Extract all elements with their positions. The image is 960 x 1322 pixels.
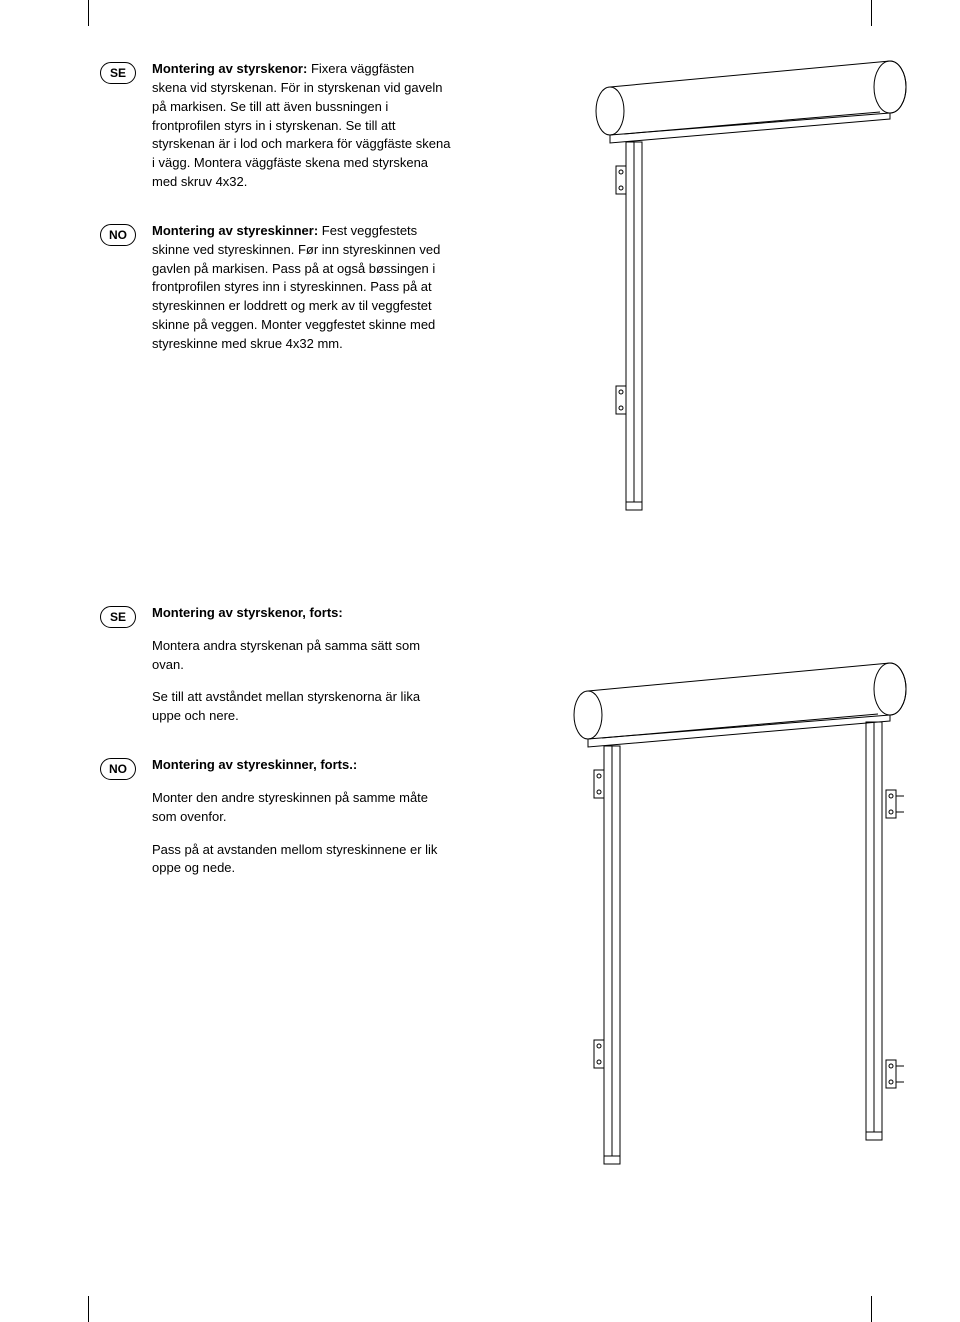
badge-no-2: NO [100,758,136,780]
title-se-1: Montering av styrskenor: [152,61,307,76]
crop-mark [871,0,872,26]
text-no-2: Montering av styreskinner, forts.: Monte… [152,756,452,878]
p2-se-2: Se till att avståndet mellan styrskenorn… [152,688,452,726]
badge-no: NO [100,224,136,246]
crop-mark [88,0,89,26]
p1-se-2: Montera andra styrskenan på samma sätt s… [152,637,452,675]
body-no-1: Fest veggfestets skinne ved styreskinnen… [152,223,440,351]
text-no-1: Montering av styreskinner: Fest veggfest… [152,222,452,354]
p2-no-2: Pass på at avstanden mellom styreskinnen… [152,841,452,879]
badge-se: SE [100,62,136,84]
figure-awning-single-rail [580,56,930,516]
title-no-2: Montering av styreskinner, forts.: [152,756,452,775]
title-se-2: Montering av styrskenor, forts: [152,604,452,623]
text-se-1: Montering av styrskenor: Fixera väggfäst… [152,60,452,192]
figure-awning-two-rails [560,660,930,1180]
p1-no-2: Monter den andre styreskinnen på samme m… [152,789,452,827]
body-se-1: Fixera väggfästen skena vid styrskenan. … [152,61,450,189]
text-se-2: Montering av styrskenor, forts: Montera … [152,604,452,726]
crop-mark [88,1296,89,1322]
crop-mark [871,1296,872,1322]
badge-se-2: SE [100,606,136,628]
title-no-1: Montering av styreskinner: [152,223,318,238]
